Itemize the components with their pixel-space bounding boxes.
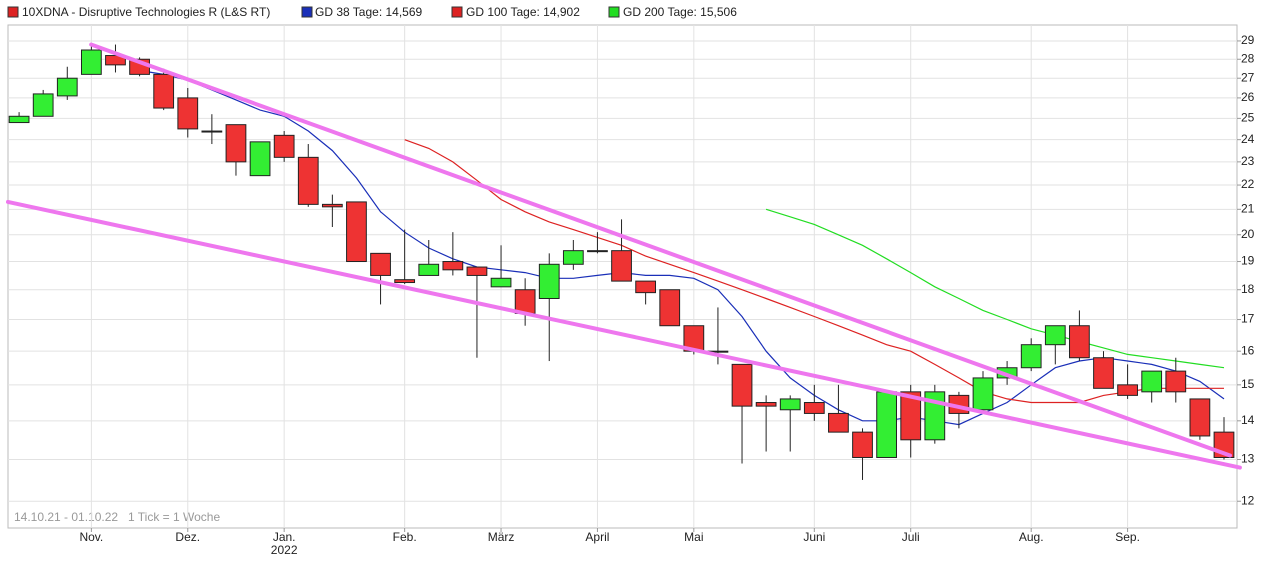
y-tick-label: 12 — [1241, 493, 1255, 507]
y-tick-label: 16 — [1241, 343, 1255, 357]
y-tick-label: 26 — [1241, 90, 1255, 104]
candle-body — [659, 289, 681, 327]
legend: 10XDNA - Disruptive Technologies R (L&S … — [7, 5, 737, 19]
candle-body — [346, 201, 367, 263]
candle-body — [538, 263, 560, 299]
x-tick-label: Jan. — [273, 530, 296, 544]
candle-body — [1069, 325, 1090, 359]
x-tick-label: Mai — [684, 530, 703, 544]
legend-label: GD 200 Tage: 15,506 — [623, 5, 737, 19]
y-tick-label: 23 — [1241, 154, 1255, 168]
x-tick-label: Nov. — [79, 530, 103, 544]
candle-body — [876, 391, 897, 458]
candle-body — [731, 363, 753, 407]
candle-body — [8, 115, 30, 124]
candle-body — [587, 250, 608, 253]
candle-body — [514, 289, 536, 314]
y-tick-label: 18 — [1241, 282, 1255, 296]
candle-body — [490, 277, 512, 288]
candle-body — [466, 266, 488, 276]
candle-body — [779, 398, 801, 411]
candle-body — [201, 130, 223, 133]
candle-body — [249, 141, 271, 177]
legend-swatch — [301, 6, 313, 18]
legend-label: GD 38 Tage: 14,569 — [315, 5, 423, 19]
range-note: 14.10.21 - 01.10.22 — [14, 510, 118, 524]
y-tick-label: 27 — [1241, 70, 1255, 84]
legend-label: 10XDNA - Disruptive Technologies R (L&S … — [22, 5, 270, 19]
candle-body — [1141, 370, 1163, 393]
y-tick-label: 13 — [1241, 452, 1255, 466]
candle-body — [153, 73, 175, 109]
tick-note: 1 Tick = 1 Woche — [128, 510, 220, 524]
candle-body — [852, 431, 873, 458]
candle-body — [1117, 384, 1138, 396]
x-tick-label: Sep. — [1115, 530, 1140, 544]
y-tick-label: 19 — [1241, 254, 1255, 268]
candle-body — [32, 93, 54, 117]
candle-body — [418, 263, 440, 276]
y-tick-label: 25 — [1241, 111, 1255, 125]
x-tick-label: Juni — [803, 530, 825, 544]
candle-body — [273, 134, 295, 158]
y-tick-label: 21 — [1241, 201, 1255, 215]
candle-body — [1044, 325, 1066, 346]
candle-body — [177, 97, 199, 130]
candle-body — [803, 402, 825, 414]
candle-body — [972, 377, 994, 411]
x-tick-label: Feb. — [393, 530, 417, 544]
candle-body — [394, 279, 416, 284]
candle-body — [900, 391, 922, 441]
trend-line — [6, 199, 1242, 470]
x-tick-label: Dez. — [175, 530, 200, 544]
y-tick-label: 14 — [1241, 413, 1255, 427]
x-tick-label: Aug. — [1019, 530, 1044, 544]
x-tick-sublabel: 2022 — [271, 543, 298, 557]
y-tick-label: 28 — [1241, 51, 1255, 65]
candle-body — [755, 402, 777, 407]
y-tick-label: 24 — [1241, 132, 1255, 146]
candle-body — [828, 412, 849, 433]
candle-body — [1165, 370, 1187, 393]
candle-body — [80, 49, 102, 75]
y-tick-label: 22 — [1241, 177, 1255, 191]
candle-body — [562, 250, 584, 265]
x-tick-label: Juli — [902, 530, 920, 544]
candle-body — [321, 203, 343, 208]
legend-swatch — [7, 6, 19, 18]
x-tick-label: April — [585, 530, 609, 544]
moving-average — [139, 69, 1225, 426]
y-tick-label: 17 — [1241, 312, 1255, 326]
x-tick-label: März — [488, 530, 515, 544]
moving-average — [404, 139, 1224, 404]
candle-body — [370, 252, 391, 276]
candle-body — [1093, 357, 1114, 389]
moving-average — [765, 208, 1225, 369]
legend-swatch — [451, 6, 463, 18]
trend-line — [89, 42, 1233, 458]
y-tick-label: 29 — [1241, 33, 1255, 47]
y-tick-label: 20 — [1241, 227, 1255, 241]
legend-swatch — [608, 6, 620, 18]
candle-body — [635, 280, 657, 294]
candle-body — [611, 250, 632, 282]
candle-body — [1020, 344, 1042, 369]
y-tick-label: 15 — [1241, 377, 1255, 391]
candle-body — [56, 77, 78, 97]
legend-label: GD 100 Tage: 14,902 — [466, 5, 580, 19]
candle-body — [1189, 398, 1211, 437]
candle-body — [225, 124, 247, 163]
candle-body — [442, 261, 464, 271]
candle-body — [105, 55, 126, 66]
candle-body — [297, 156, 319, 205]
